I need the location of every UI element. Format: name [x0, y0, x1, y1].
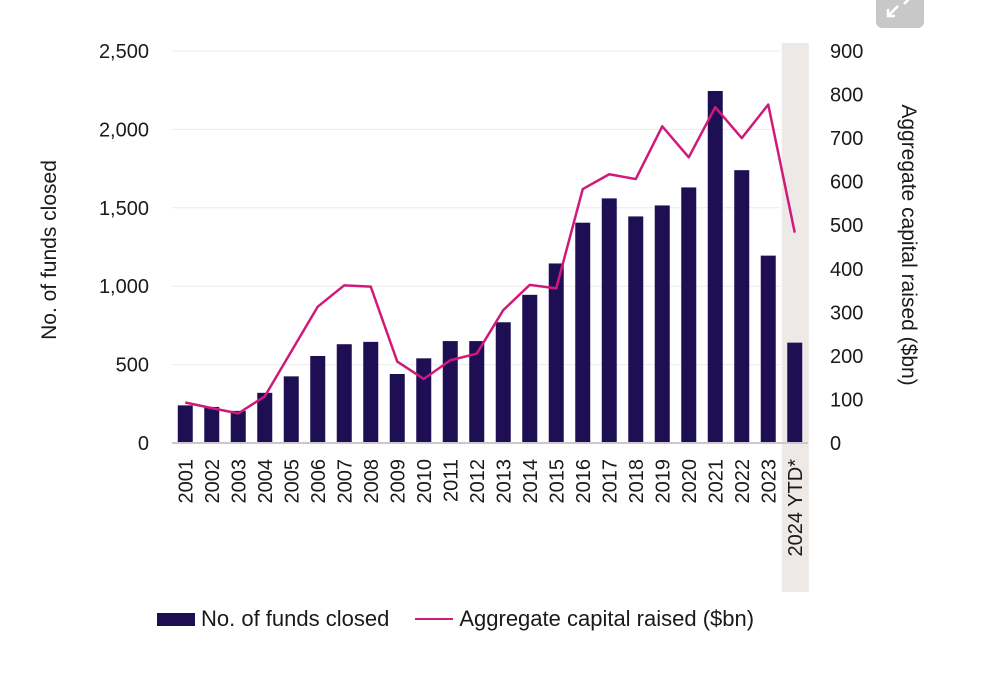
bar	[575, 222, 591, 443]
expand-button[interactable]	[876, 0, 924, 28]
y-left-tick-label: 1,500	[99, 198, 149, 220]
x-tick-label: 2016	[573, 459, 595, 504]
legend-label-funds: No. of funds closed	[201, 606, 390, 631]
x-tick-label: 2005	[281, 459, 303, 504]
x-tick-label: 2024 YTD*	[785, 459, 807, 557]
y-left-tick-label: 2,000	[99, 119, 149, 141]
bar	[707, 90, 723, 443]
x-tick-label: 2021	[705, 459, 727, 504]
y-left-tick-label: 0	[138, 433, 149, 455]
y-right-tick-label: 500	[830, 215, 863, 237]
legend-item-capital[interactable]: Aggregate capital raised ($bn)	[389, 606, 754, 632]
x-tick-label: 2002	[202, 459, 224, 504]
legend-label-capital: Aggregate capital raised ($bn)	[459, 606, 755, 631]
bar	[522, 294, 538, 443]
y-left-tick-label: 2,500	[99, 41, 149, 63]
x-tick-label: 2001	[175, 459, 197, 504]
y-right-tick-label: 800	[830, 85, 863, 107]
bar	[654, 205, 670, 443]
x-tick-label: 2011	[440, 459, 462, 502]
y-left-axis-title: No. of funds closed	[38, 160, 61, 340]
legend: No. of funds closed Aggregate capital ra…	[157, 606, 754, 632]
x-tick-label: 2020	[679, 459, 701, 504]
x-tick-label: 2023	[758, 459, 780, 504]
expand-icon	[886, 0, 910, 18]
bar	[760, 255, 776, 443]
y-right-tick-label: 0	[830, 433, 841, 455]
bar	[469, 341, 485, 443]
bar	[495, 322, 511, 443]
x-tick-label: 2014	[520, 459, 542, 504]
y-right-tick-label: 700	[830, 128, 863, 150]
y-right-tick-label: 900	[830, 41, 863, 63]
y-right-tick-label: 300	[830, 302, 863, 324]
y-right-axis-title: Aggregate capital raised ($bn)	[897, 104, 920, 385]
x-tick-label: 2018	[626, 459, 648, 504]
y-right-tick-label: 100	[830, 389, 863, 411]
bar	[681, 187, 697, 443]
legend-swatch-funds	[157, 612, 195, 626]
x-tick-label: 2010	[414, 459, 436, 504]
x-tick-label: 2019	[652, 459, 674, 504]
bar	[548, 263, 564, 443]
x-tick-label: 2017	[599, 459, 621, 504]
y-left-tick-label: 1,000	[99, 276, 149, 298]
bar	[416, 358, 432, 443]
bar	[336, 344, 352, 443]
x-tick-label: 2013	[493, 459, 515, 504]
x-tick-label: 2015	[546, 459, 568, 504]
y-right-tick-label: 600	[830, 172, 863, 194]
bar	[363, 341, 379, 443]
legend-swatch-capital	[415, 618, 454, 620]
bar	[310, 355, 326, 443]
y-left-tick-label: 500	[116, 355, 149, 377]
bar	[734, 170, 750, 443]
bar	[389, 374, 405, 443]
y-right-tick-label: 400	[830, 259, 863, 281]
bar	[283, 376, 299, 443]
bar	[230, 410, 246, 443]
x-tick-label: 2004	[255, 459, 277, 504]
x-tick-label: 2008	[361, 459, 383, 504]
bar	[204, 406, 220, 443]
bar	[177, 405, 193, 443]
highlight-band	[781, 43, 809, 592]
line-series-capital	[184, 103, 796, 415]
bar	[442, 341, 458, 443]
x-tick-label: 2003	[228, 459, 250, 504]
x-tick-label: 2009	[387, 459, 409, 504]
y-right-tick-label: 200	[830, 346, 863, 368]
x-tick-label: 2006	[308, 459, 330, 504]
bar	[628, 216, 644, 443]
bar	[257, 392, 273, 443]
x-tick-label: 2012	[467, 459, 489, 504]
legend-item-funds[interactable]: No. of funds closed	[157, 606, 389, 632]
bar	[787, 342, 803, 443]
bar	[601, 198, 617, 443]
x-tick-label: 2022	[732, 459, 754, 504]
x-tick-label: 2007	[334, 459, 356, 504]
